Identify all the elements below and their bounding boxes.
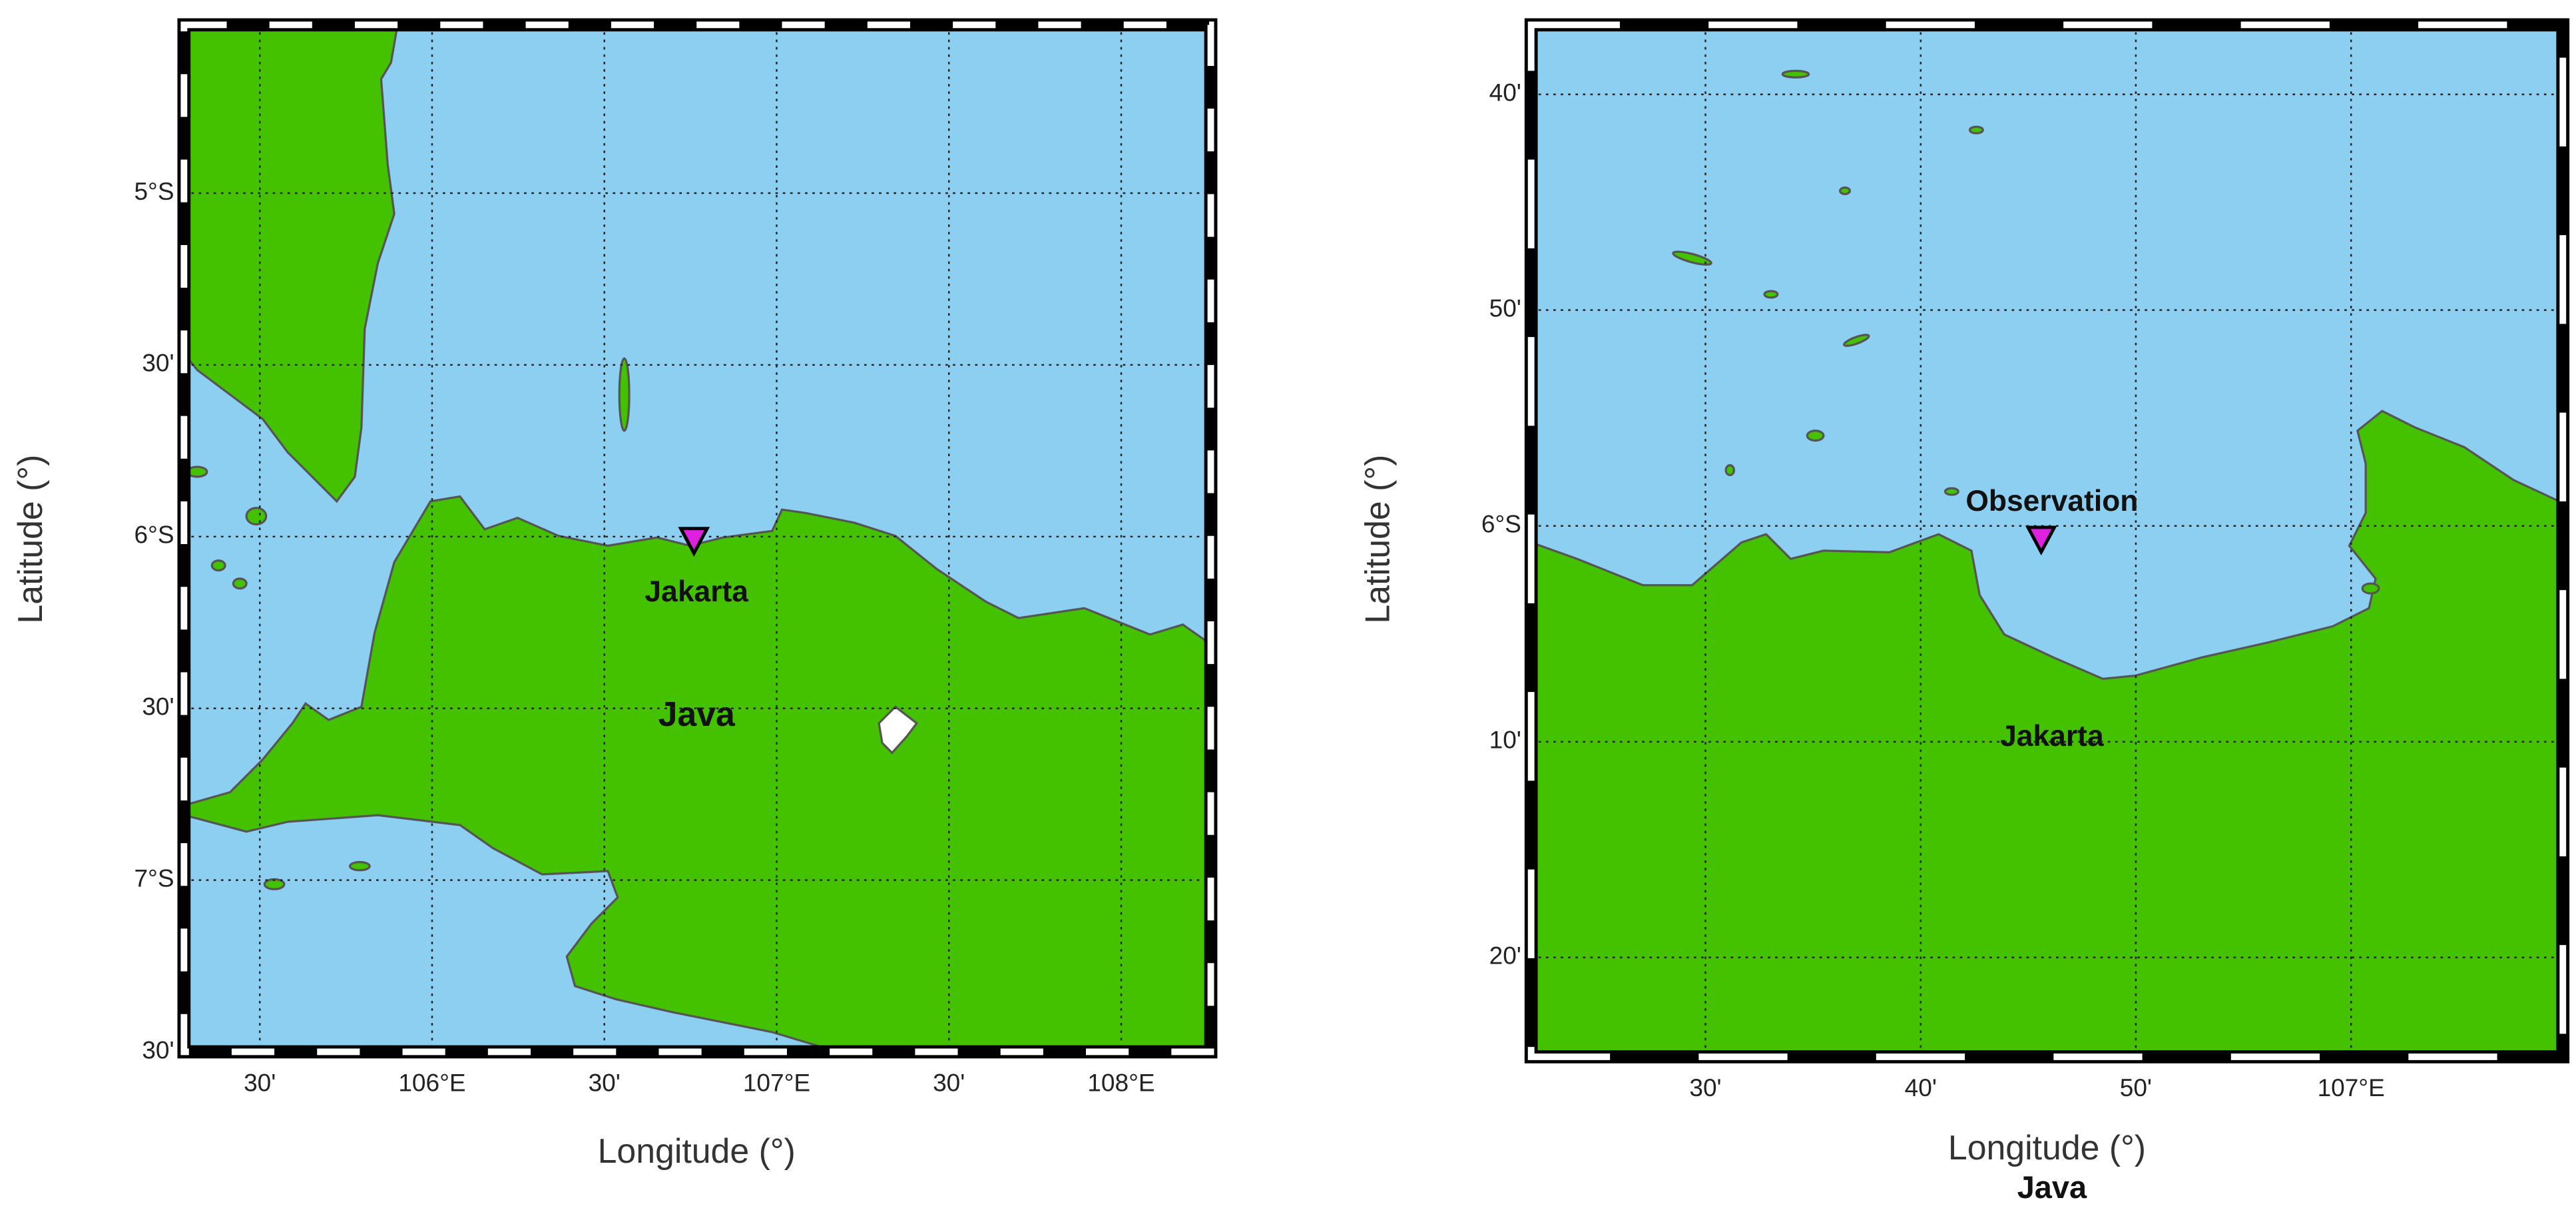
java	[1531, 410, 2563, 1057]
island	[1672, 250, 1712, 266]
y-tick-label: 40'	[1489, 79, 1521, 107]
island	[1763, 290, 1779, 299]
java	[184, 495, 1211, 1052]
island	[2361, 582, 2380, 595]
x-axis-label: Longitude (°)	[598, 1131, 796, 1170]
island	[1838, 186, 1851, 196]
y-tick-label: 50'	[1489, 294, 1521, 322]
x-tick-label: 30'	[244, 1069, 276, 1097]
island	[1781, 69, 1810, 79]
x-tick-label: 40'	[1905, 1073, 1937, 1101]
map-left: Jakarta Java Longitude (°) Latitude (°) …	[11, 18, 1218, 1170]
lake	[878, 705, 919, 755]
marker	[2025, 525, 2057, 556]
y-tick-label: 30'	[142, 349, 174, 377]
place-label: Java	[658, 695, 736, 733]
place-label: Jakarta	[2000, 720, 2104, 753]
x-axis-label: Longitude (°)	[1948, 1128, 2146, 1167]
x-tick-label: 30'	[933, 1069, 965, 1097]
island	[245, 507, 268, 526]
island	[210, 559, 226, 572]
y-tick-label: 5°S	[134, 177, 174, 205]
island	[618, 357, 631, 432]
x-tick-label: 30'	[1689, 1073, 1721, 1101]
place-label: Java	[2017, 1170, 2087, 1205]
y-tick-label: 6°S	[1481, 510, 1521, 538]
x-tick-label: 50'	[2120, 1073, 2152, 1101]
island	[1968, 125, 1984, 135]
island	[1843, 334, 1870, 347]
x-tick-label: 106°E	[398, 1069, 465, 1097]
x-tick-label: 30'	[589, 1069, 621, 1097]
y-tick-label: 20'	[1489, 942, 1521, 970]
y-tick-label: 7°S	[134, 864, 174, 892]
frame-pattern	[1527, 21, 2567, 1060]
coastlines	[184, 25, 1211, 1052]
island	[1724, 463, 1736, 477]
island	[1943, 487, 1959, 496]
sumatra	[184, 25, 399, 503]
x-tick-label: 107°E	[2318, 1073, 2385, 1101]
x-tick-label: 107°E	[743, 1069, 810, 1097]
coastlines	[1531, 69, 2563, 1057]
y-tick-label: 30'	[142, 1036, 174, 1064]
place-label: Jakarta	[644, 575, 748, 608]
marker	[678, 527, 710, 557]
y-tick-label: 30'	[142, 692, 174, 720]
y-tick-label: 10'	[1489, 726, 1521, 754]
island	[348, 860, 371, 872]
x-tick-label: 108°E	[1087, 1069, 1155, 1097]
y-axis-label: Latitude (°)	[1358, 455, 1396, 624]
map-right: Observation Jakarta Longitude (°) Java L…	[1358, 18, 2570, 1205]
island	[232, 577, 248, 590]
frame-pattern	[180, 21, 1214, 1056]
y-axis-label: Latitude (°)	[11, 455, 49, 624]
y-tick-label: 6°S	[134, 521, 174, 549]
island	[1806, 430, 1825, 442]
place-label: Observation	[1965, 485, 2138, 517]
